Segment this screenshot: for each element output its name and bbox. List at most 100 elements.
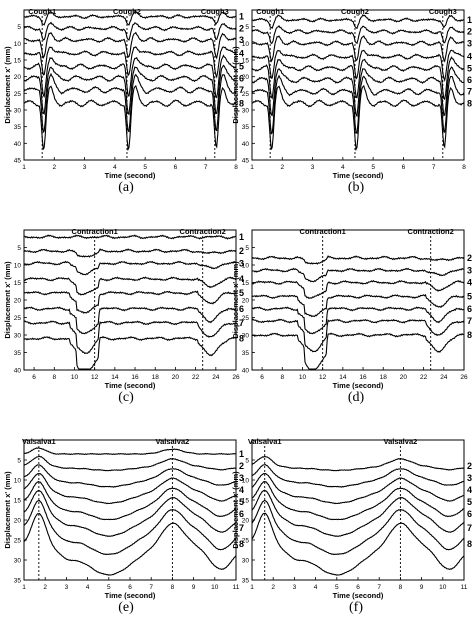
series-label-6: 6	[467, 509, 472, 519]
x-tick-label: 9	[420, 584, 424, 591]
x-tick-label: 11	[233, 584, 240, 591]
plot-frame	[251, 229, 465, 371]
series-label-4: 4	[239, 274, 244, 284]
series-label-2: 2	[467, 461, 472, 471]
x-tick-label: 16	[359, 374, 367, 381]
y-tick-label: 30	[242, 108, 250, 115]
series-line-6	[23, 64, 237, 116]
x-tick-label: 1	[22, 584, 26, 591]
y-tick-label: 10	[242, 263, 250, 270]
series-label-7: 7	[239, 523, 244, 533]
series-line-4	[23, 46, 237, 79]
y-tick-label: 20	[242, 298, 250, 305]
x-tick-label: 24	[212, 374, 220, 381]
x-tick-label: 4	[113, 164, 117, 171]
series-label-3: 3	[467, 473, 472, 483]
series-line-5	[23, 290, 237, 314]
y-axis-label: Displacement x' (mm)	[3, 471, 12, 549]
x-tick-label: 10	[211, 584, 219, 591]
caption-d: (d)	[347, 390, 365, 405]
event-label: Cough3	[429, 7, 457, 16]
y-tick-label: 25	[242, 91, 250, 98]
x-tick-label: 6	[356, 584, 360, 591]
series-line-6	[23, 306, 237, 335]
series-line-2	[23, 248, 237, 258]
series-line-3	[23, 464, 237, 488]
y-tick-label: 10	[14, 478, 22, 485]
series-label-3: 3	[239, 473, 244, 483]
series-line-4	[251, 472, 465, 505]
x-tick-label: 6	[32, 374, 36, 381]
x-tick-label: 6	[260, 374, 264, 381]
x-tick-label: 5	[143, 164, 147, 171]
y-tick-label: 40	[14, 141, 22, 148]
x-tick-label: 4	[86, 584, 90, 591]
series-label-7: 7	[239, 85, 244, 95]
y-tick-label: 25	[14, 91, 22, 98]
series-line-6	[251, 489, 465, 538]
y-tick-label: 15	[242, 498, 250, 505]
x-tick-label: 3	[83, 164, 87, 171]
y-tick-label: 30	[14, 108, 22, 115]
x-tick-label: 8	[234, 164, 238, 171]
plot-frame	[251, 9, 465, 161]
series-label-1: 1	[467, 15, 472, 25]
y-tick-label: 20	[242, 518, 250, 525]
y-tick-label: 20	[242, 74, 250, 81]
caption-c: (c)	[118, 390, 134, 405]
y-axis-label: Displacement x' (mm)	[231, 261, 240, 339]
series-label-8: 8	[467, 539, 472, 549]
x-tick-label: 8	[280, 374, 284, 381]
x-tick-label: 20	[172, 374, 180, 381]
x-tick-label: 3	[65, 584, 69, 591]
y-tick-label: 30	[14, 558, 22, 565]
x-tick-label: 26	[460, 374, 468, 381]
y-tick-label: 10	[242, 41, 250, 48]
x-tick-label: 7	[204, 164, 208, 171]
y-tick-label: 35	[14, 578, 22, 585]
y-tick-label: 35	[14, 124, 22, 131]
series-label-8: 8	[467, 330, 472, 340]
series-line-7	[251, 74, 465, 135]
series-line-3	[24, 31, 237, 60]
event-label: Contraction2	[180, 227, 226, 236]
plot-frame	[251, 439, 465, 581]
x-tick-label: 2	[43, 584, 47, 591]
series-label-1: 1	[239, 12, 244, 22]
series-label-1: 1	[239, 232, 244, 242]
y-tick-label: 25	[242, 315, 250, 322]
series-line-2	[23, 455, 237, 472]
y-tick-label: 5	[245, 245, 249, 252]
series-label-2: 2	[239, 23, 244, 33]
y-tick-label: 25	[14, 315, 22, 322]
event-label: Valsalva1	[248, 437, 282, 446]
series-line-4	[23, 276, 237, 296]
series-line-1	[23, 447, 236, 456]
y-axis-label: Displacement x' (mm)	[3, 46, 12, 124]
series-label-2: 2	[239, 461, 244, 471]
series-label-5: 5	[239, 288, 244, 298]
event-label: Cough2	[341, 7, 369, 16]
series-line-8	[23, 84, 237, 152]
series-label-5: 5	[467, 292, 472, 302]
series-line-6	[23, 489, 237, 538]
caption-a: (a)	[118, 180, 134, 195]
x-tick-label: 4	[341, 164, 345, 171]
event-label: Cough3	[201, 7, 229, 16]
series-label-2: 2	[467, 27, 472, 37]
event-label: Cough1	[256, 7, 284, 16]
x-tick-label: 14	[339, 374, 347, 381]
series-line-5	[251, 481, 465, 521]
x-tick-label: 18	[152, 374, 160, 381]
series-label-2: 2	[467, 253, 472, 263]
series-line-5	[23, 480, 237, 521]
caption-f: (f)	[349, 600, 363, 615]
series-line-8	[23, 512, 237, 576]
x-tick-label: 6	[402, 164, 406, 171]
